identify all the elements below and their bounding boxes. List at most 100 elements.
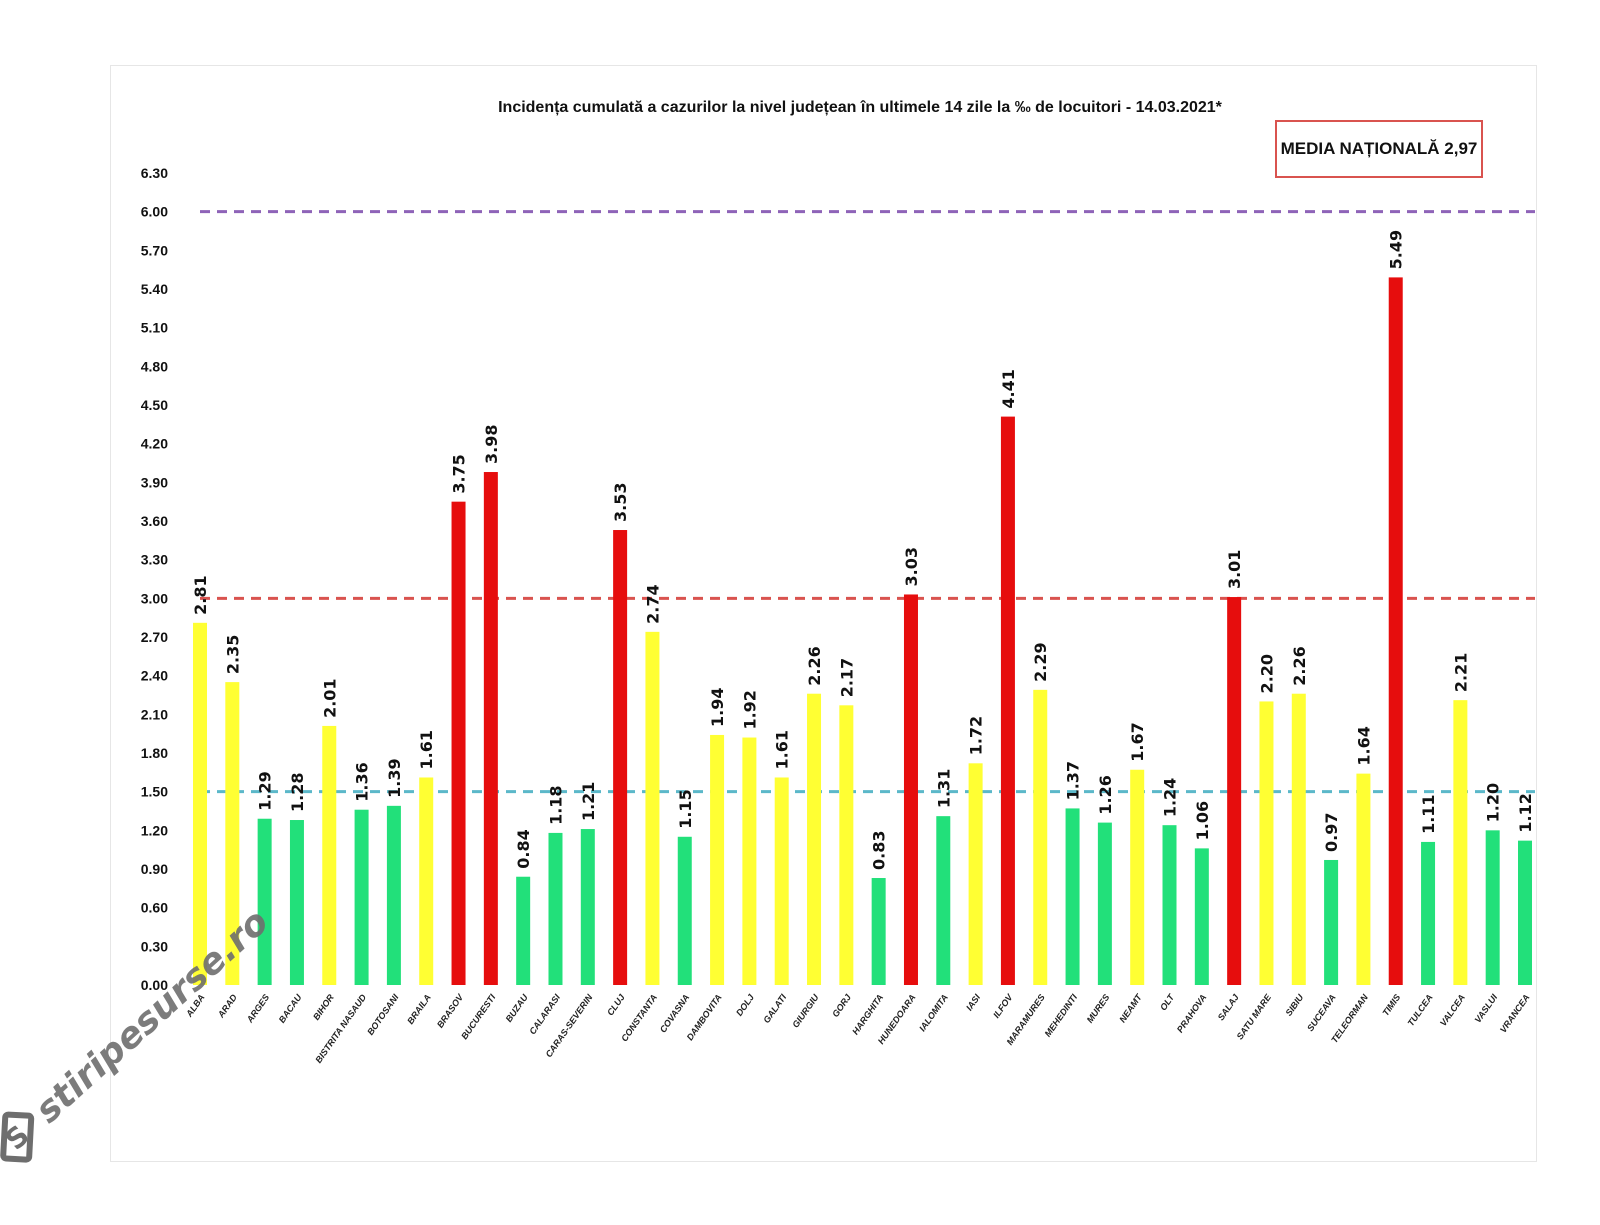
- x-tick-label: ARGES: [244, 992, 271, 1025]
- data-label: 2.01: [320, 678, 339, 717]
- national-average-badge: MEDIA NAȚIONALĂ 2,97: [1275, 120, 1483, 178]
- data-label: 1.29: [256, 771, 275, 810]
- x-tick-label: COVASNA: [658, 992, 692, 1034]
- x-tick-label: HARGHITA: [850, 992, 885, 1036]
- y-tick-label: 2.40: [141, 668, 168, 684]
- data-label: 3.75: [450, 454, 469, 493]
- x-tick-label: ILFOV: [991, 992, 1015, 1020]
- bar-valcea: [1453, 700, 1468, 985]
- bar-braila: [419, 777, 434, 985]
- bar-satu-mare: [1259, 701, 1274, 985]
- bar-constanta: [645, 631, 660, 985]
- x-tick-label: PRAHOVA: [1175, 992, 1209, 1034]
- x-tick-label: BOTOSANI: [365, 992, 401, 1037]
- bar-arad: [225, 682, 240, 985]
- y-tick-label: 3.30: [141, 552, 168, 568]
- data-label: 1.11: [1419, 794, 1438, 833]
- data-label: 3.01: [1225, 550, 1244, 589]
- bar-gorj: [839, 705, 854, 985]
- bar-suceava: [1324, 859, 1339, 985]
- x-tick-label: GALATI: [761, 992, 788, 1025]
- bar-olt: [1162, 825, 1177, 985]
- bar-teleorman: [1356, 773, 1371, 985]
- x-tick-label: MEHEDINTI: [1043, 992, 1080, 1039]
- data-label: 2.26: [1290, 646, 1309, 685]
- y-tick-label: 4.80: [141, 358, 168, 374]
- y-tick-label: 5.40: [141, 281, 168, 297]
- bar-bihor: [322, 725, 337, 985]
- data-label: 2.81: [191, 575, 210, 614]
- data-label: 1.92: [740, 690, 759, 729]
- bar-ialomita: [936, 816, 951, 985]
- data-label: 4.41: [999, 369, 1018, 408]
- data-label: 1.64: [1354, 726, 1373, 765]
- bar-sibiu: [1291, 693, 1306, 985]
- x-tick-label: VASLUI: [1473, 992, 1500, 1025]
- data-label: 1.94: [708, 687, 727, 726]
- x-tick-label: GORJ: [830, 992, 853, 1019]
- x-tick-label: DAMBOVITA: [685, 992, 724, 1042]
- data-label: 0.84: [514, 829, 533, 868]
- y-tick-label: 1.20: [141, 822, 168, 838]
- data-label: 3.53: [611, 483, 630, 522]
- x-tick-label: IASI: [964, 992, 983, 1012]
- x-tick-label: IALOMITA: [917, 992, 950, 1033]
- x-tick-label: CALARASI: [527, 992, 562, 1036]
- y-tick-label: 5.10: [141, 320, 168, 336]
- x-tick-label: ALBA: [184, 992, 207, 1019]
- data-label: 1.12: [1516, 793, 1535, 832]
- bar-harghita: [871, 878, 886, 985]
- x-tick-label: TIMIS: [1380, 992, 1402, 1017]
- data-label: 1.31: [934, 769, 953, 808]
- bar-chart: Incidența cumulată a cazurilor la nivel …: [141, 99, 1535, 1065]
- x-tick-label: BUZAU: [504, 992, 531, 1024]
- x-tick-label: SIBIU: [1283, 992, 1305, 1018]
- bar-buzau: [516, 876, 531, 985]
- data-label: 2.35: [223, 635, 242, 674]
- data-label: 2.21: [1451, 653, 1470, 692]
- y-tick-label: 4.50: [141, 397, 168, 413]
- data-label: 1.61: [417, 730, 436, 769]
- x-tick-label: SALAJ: [1216, 992, 1242, 1023]
- bar-vrancea: [1518, 840, 1532, 985]
- bar-mehedinti: [1065, 808, 1080, 985]
- national-average-label: MEDIA NAȚIONALĂ 2,97: [1280, 139, 1478, 158]
- data-label: 1.28: [288, 773, 307, 812]
- data-label: 0.97: [1322, 812, 1341, 851]
- x-tick-label: BUCURESTI: [459, 992, 498, 1041]
- data-label: 5.49: [1387, 230, 1406, 269]
- data-label: 1.39: [385, 758, 404, 797]
- x-tick-label: BACAU: [277, 992, 304, 1025]
- x-tick-label: BRASOV: [435, 992, 466, 1030]
- x-tick-label: SUCEAVA: [1305, 992, 1338, 1033]
- data-label: 3.98: [482, 425, 501, 464]
- y-tick-label: 0.60: [141, 900, 168, 916]
- bar-dambovita: [710, 734, 725, 985]
- data-label: 1.06: [1193, 801, 1212, 840]
- data-label: 2.74: [643, 584, 662, 623]
- bar-salaj: [1227, 597, 1242, 985]
- data-label: 1.37: [1064, 761, 1083, 800]
- bar-timis: [1388, 277, 1403, 985]
- y-tick-label: 4.20: [141, 436, 168, 452]
- y-tick-label: 0.00: [141, 977, 168, 993]
- data-label: 1.67: [1128, 722, 1147, 761]
- x-tick-label: SATU MARE: [1235, 992, 1274, 1042]
- bar-brasov: [451, 501, 466, 985]
- bar-hunedoara: [903, 594, 918, 985]
- data-label: 2.26: [805, 646, 824, 685]
- data-label: 1.72: [967, 716, 986, 755]
- y-tick-label: 3.00: [141, 590, 168, 606]
- data-label: 3.03: [902, 547, 921, 586]
- bar-bacau: [289, 820, 304, 985]
- bar-dolj: [742, 737, 757, 985]
- y-tick-label: 1.80: [141, 745, 168, 761]
- x-tick-label: OLT: [1158, 991, 1177, 1012]
- data-label: 1.18: [546, 785, 565, 824]
- bar-cluj: [613, 530, 628, 985]
- data-label: 1.61: [773, 730, 792, 769]
- data-label: 0.83: [870, 831, 889, 870]
- bar-galati: [774, 777, 789, 985]
- bar-vaslui: [1485, 830, 1500, 985]
- bar-ilfov: [1000, 416, 1015, 986]
